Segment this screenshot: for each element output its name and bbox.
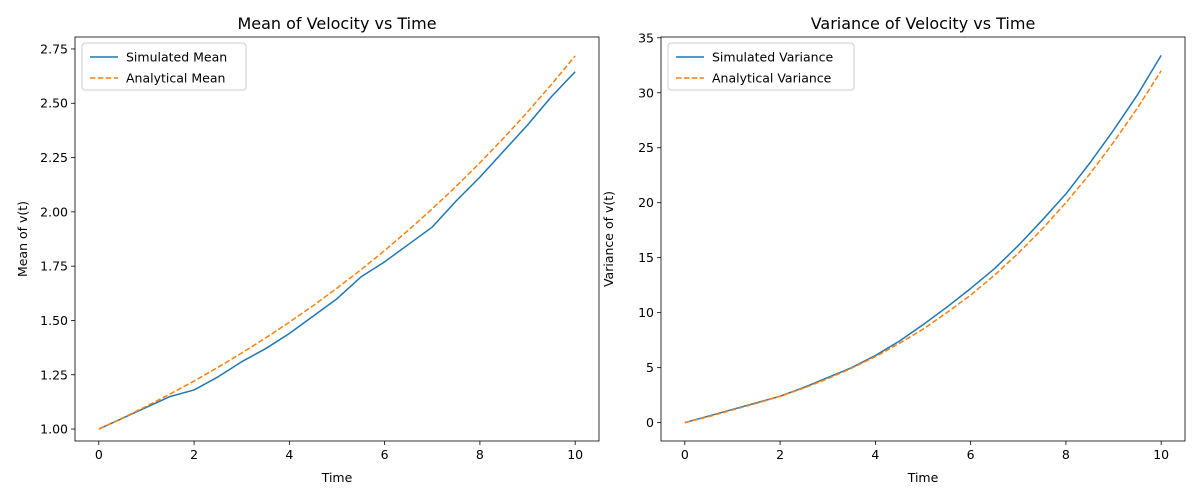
- y-tick-label: 5: [646, 360, 654, 375]
- x-tick-label: 4: [871, 447, 879, 462]
- legend-label: Analytical Variance: [712, 71, 832, 86]
- legend-box: [81, 42, 247, 91]
- legend: Simulated Variance Analytical Variance: [667, 42, 855, 91]
- y-tick-label: 35: [638, 30, 654, 45]
- chart-title: Mean of Velocity vs Time: [237, 14, 436, 33]
- x-tick-label: 2: [776, 447, 784, 462]
- x-tick-label: 4: [285, 447, 293, 462]
- x-axis-label: Time: [321, 470, 353, 485]
- y-tick-label: 2.25: [40, 150, 68, 165]
- y-tick-label: 30: [638, 85, 654, 100]
- legend-box: [667, 42, 855, 91]
- series-line-simulated-mean: [98, 71, 576, 430]
- y-tick-label: 10: [638, 305, 654, 320]
- chart-panel-2: Variance of Velocity vs Time 0 2 4 6 8 10 0 5 10 1…: [601, 14, 1186, 485]
- y-tick-label: 1.00: [40, 422, 68, 437]
- x-tick-label: 6: [967, 447, 975, 462]
- y-tick-label: 2.75: [40, 41, 68, 56]
- y-tick-label: 1.50: [40, 313, 68, 328]
- series-line-analytical-mean: [98, 55, 576, 430]
- y-tick-label: 2.50: [40, 96, 68, 111]
- chart-title: Variance of Velocity vs Time: [811, 14, 1036, 33]
- x-tick-label: 2: [190, 447, 198, 462]
- y-tick-label: 25: [638, 140, 654, 155]
- legend-label: Analytical Mean: [126, 71, 225, 86]
- x-tick-label: 8: [476, 447, 484, 462]
- x-tick-label: 10: [1153, 447, 1169, 462]
- x-tick-label: 0: [681, 447, 689, 462]
- y-tick-label: 1.75: [40, 259, 68, 274]
- legend-label: Simulated Mean: [126, 50, 227, 65]
- axes-frame: [74, 36, 600, 442]
- y-tick-label: 2.00: [40, 204, 68, 219]
- legend-label: Simulated Variance: [712, 50, 833, 65]
- y-axis-label: Variance of v(t): [601, 191, 616, 287]
- y-tick-label: 0: [646, 415, 654, 430]
- x-tick-label: 8: [1062, 447, 1070, 462]
- x-tick-label: 6: [381, 447, 389, 462]
- x-tick-label: 10: [567, 447, 583, 462]
- chart-panel-1: Mean of Velocity vs Time 0 2 4 6 8 10 1.00 1.25 1…: [15, 14, 600, 485]
- y-tick-label: 1.25: [40, 367, 68, 382]
- x-tick-label: 0: [95, 447, 103, 462]
- y-axis-label: Mean of v(t): [15, 201, 30, 277]
- legend: Simulated Mean Analytical Mean: [81, 42, 247, 91]
- y-tick-label: 15: [638, 250, 654, 265]
- y-tick-label: 20: [638, 195, 654, 210]
- series-line-simulated-variance: [684, 54, 1162, 424]
- axes-frame: [660, 36, 1186, 442]
- x-axis-label: Time: [907, 470, 939, 485]
- series-line-analytical-variance: [684, 70, 1162, 424]
